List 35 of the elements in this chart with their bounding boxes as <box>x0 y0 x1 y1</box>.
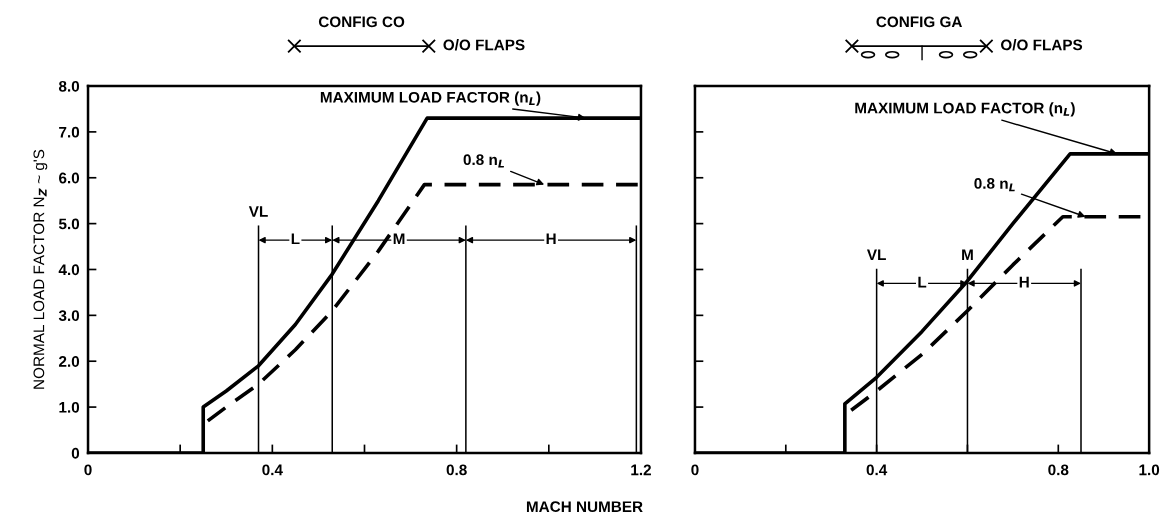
y-tick-label: 5.0 <box>58 218 80 230</box>
ref-line-label: VL <box>248 206 268 217</box>
annotation: H <box>546 233 556 245</box>
annotation: L <box>918 276 927 288</box>
ref-line-label: M <box>962 249 973 261</box>
x-axis-title: MACH NUMBER <box>526 501 643 513</box>
chart-subtitle: O/O FLAPS <box>1001 39 1083 51</box>
annotation: 0.8 n$_{L}$ <box>463 154 504 168</box>
x-tick-label: 0 <box>691 464 699 476</box>
y-tick-label: 3.0 <box>58 310 80 322</box>
annotation: MAXIMUM LOAD FACTOR (n$_{L}$) <box>320 91 541 106</box>
x-tick-label: 1.0 <box>1139 464 1160 476</box>
y-tick-label: 1.0 <box>59 401 80 413</box>
x-tick-label: 0.8 <box>446 464 467 476</box>
chart-title: CONFIG CO <box>318 16 405 28</box>
annotation: 0.8 n$_{L}$ <box>974 178 1015 192</box>
y-tick-label: 2.0 <box>58 356 80 367</box>
y-axis-title: NORMAL LOAD FACTOR N$_{Z}$ ~ g'S <box>33 149 48 389</box>
y-tick-label: 0 <box>71 447 80 459</box>
x-tick-label: 0.8 <box>1048 464 1069 476</box>
y-tick-label: 7.0 <box>59 126 80 138</box>
ref-line-label: VL <box>866 249 886 261</box>
annotation: H <box>1019 276 1029 288</box>
chart-subtitle: O/O FLAPS <box>443 39 525 51</box>
x-tick-label: 0 <box>84 464 92 476</box>
y-tick-label: 8.0 <box>58 80 80 92</box>
annotation: MAXIMUM LOAD FACTOR (n$_{L}$) <box>855 102 1075 117</box>
x-tick-label: 1.2 <box>631 464 651 476</box>
y-tick-label: 4.0 <box>58 264 80 276</box>
chart-title: CONFIG GA <box>876 16 963 28</box>
annotation: M <box>393 233 405 245</box>
x-tick-label: 0.4 <box>262 464 283 476</box>
x-tick-label: 0.4 <box>866 464 888 476</box>
y-tick-label: 6.0 <box>59 172 80 184</box>
annotation: L <box>291 233 300 245</box>
